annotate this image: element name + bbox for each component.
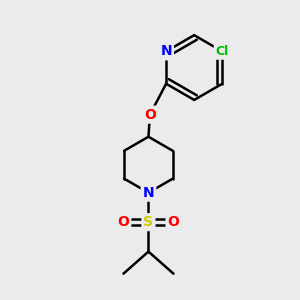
Text: Cl: Cl	[216, 45, 229, 58]
Text: O: O	[144, 108, 156, 122]
Text: O: O	[118, 215, 129, 229]
Text: N: N	[142, 186, 154, 200]
Text: S: S	[143, 215, 154, 229]
Text: O: O	[167, 215, 179, 229]
Text: N: N	[160, 44, 172, 58]
